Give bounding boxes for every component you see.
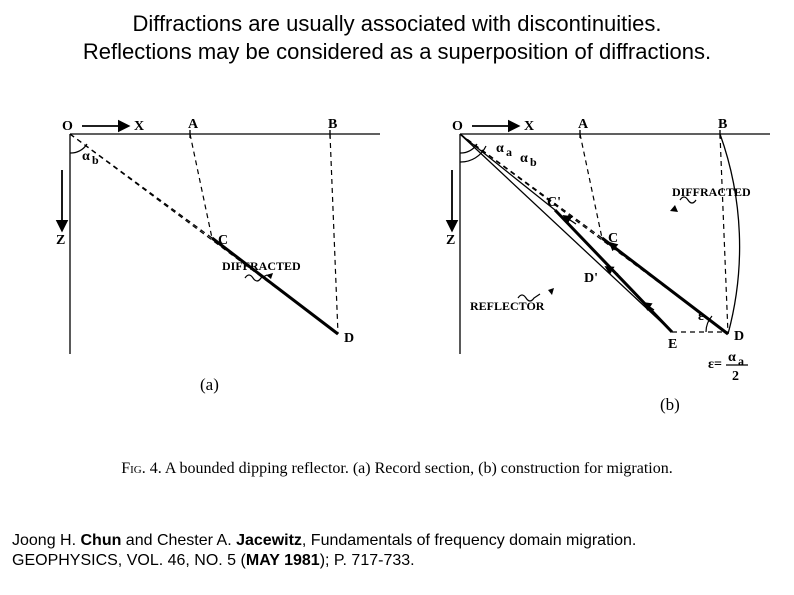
label-C-a: C [218,233,228,248]
eps-formula-num-sub: a [738,354,744,368]
cite-l2-post: ); P. 717-733. [320,552,415,569]
figure-caption: Fig. 4. A bounded dipping reflector. (a)… [0,460,794,478]
angle-b-b: α [520,151,528,166]
label-Z-a: Z [56,233,65,248]
cite-auth2: Jacewitz [236,532,302,549]
heading-line-2: Reflections may be considered as a super… [0,38,794,66]
heading-line-1: Diffractions are usually associated with… [0,10,794,38]
label-A-b: A [578,117,589,132]
eps-formula-num: α [728,350,736,365]
label-O-b: O [452,119,463,134]
cite-l2-pre: GEOPHYSICS, VOL. 46, NO. 5 ( [12,552,246,569]
label-A-a: A [188,117,199,132]
figure-4: O X A B Z α b C D DIFFRACTED (a) [0,110,794,460]
angle-a-sub-b: a [506,145,512,159]
slide-heading: Diffractions are usually associated with… [0,0,794,66]
caption-text: A bounded dipping reflector. (a) Record … [162,460,673,477]
cite-date: MAY 1981 [246,552,320,569]
angle-b-sub-b: b [530,155,537,169]
label-E-b: E [668,337,677,352]
label-B-b: B [718,117,727,132]
label-Cp-b: C' [547,195,561,210]
panel-b-label: (b) [660,395,680,414]
eps-label: ε [698,309,704,324]
panel-b-svg: O X A B Z α a α b C' C D' D E ε DIFFRACT… [400,110,790,430]
label-Dp-b: D' [584,271,598,286]
angle-alpha-sub-a: b [92,153,99,167]
cite-l1-pre: Joong H. [12,532,80,549]
label-B-a: B [328,117,337,132]
reflector-label-b: REFLECTOR [470,299,545,313]
eps-formula-den: 2 [732,369,739,384]
cite-l1-post: , Fundamentals of frequency domain migra… [302,532,636,549]
label-C-b: C [608,231,618,246]
label-Z-b: Z [446,233,455,248]
citation: Joong H. Chun and Chester A. Jacewitz, F… [12,531,772,571]
diffracted-label-a: DIFFRACTED [222,259,301,273]
cite-l1-mid: and Chester A. [121,532,236,549]
caption-prefix: Fig. 4. [121,460,162,477]
label-O-a: O [62,119,73,134]
panel-a-svg: O X A B Z α b C D DIFFRACTED (a) [10,110,390,410]
label-X-a: X [134,119,144,134]
label-D-b: D [734,329,744,344]
panel-a-label: (a) [200,375,219,394]
label-D-a: D [344,331,354,346]
label-X-b: X [524,119,534,134]
angle-alpha-a: α [82,149,90,164]
diffracted-label-b: DIFFRACTED [672,185,751,199]
eps-formula-lhs: ε= [708,357,722,372]
cite-auth1: Chun [80,532,121,549]
angle-a-b: α [496,141,504,156]
